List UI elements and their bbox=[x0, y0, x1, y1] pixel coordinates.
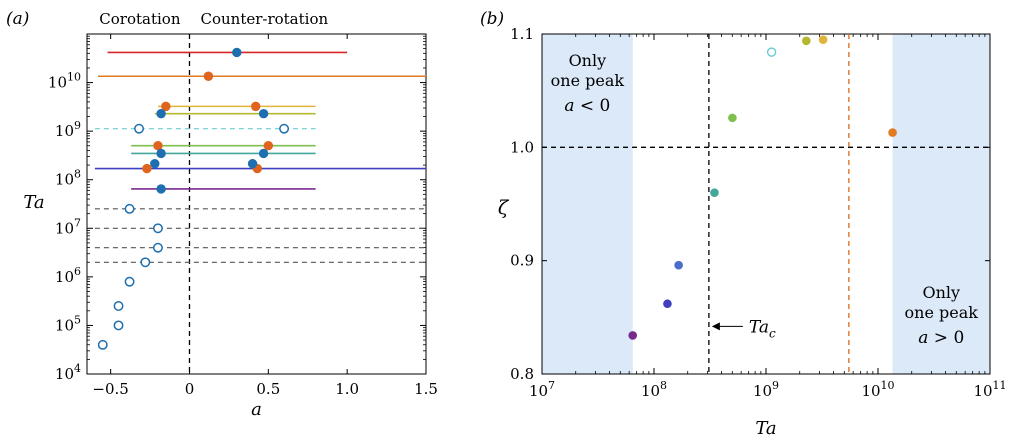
a-peak-orange-point bbox=[251, 101, 261, 112]
a-peak-blue-point bbox=[232, 47, 242, 58]
a-corotation-label: Corotation bbox=[99, 10, 181, 28]
a-peak-open-point bbox=[124, 276, 135, 287]
a-y-tick-label: 104 bbox=[55, 362, 81, 383]
a-x-axis-label: a bbox=[251, 399, 262, 420]
a-y-tick-label: 109 bbox=[55, 119, 81, 140]
b-data-point bbox=[663, 299, 672, 309]
panel-b-label: (b) bbox=[480, 9, 504, 29]
b-y-tick-label: 0.8 bbox=[510, 365, 534, 383]
a-peak-blue-point bbox=[247, 158, 258, 169]
a-peak-blue-point bbox=[258, 108, 269, 119]
a-x-tick-label: 1.5 bbox=[414, 380, 438, 398]
panel-a-label: (a) bbox=[6, 9, 29, 29]
a-peak-blue-point bbox=[156, 184, 166, 194]
b-x-tick-label: 108 bbox=[641, 379, 667, 400]
a-peak-open-point bbox=[124, 203, 135, 214]
b-ta-c-label: Tac bbox=[749, 317, 776, 340]
b-data-point bbox=[628, 331, 638, 340]
a-y-tick-label: 106 bbox=[55, 265, 81, 286]
b-data-point bbox=[710, 188, 719, 197]
a-peak-blue-point bbox=[258, 148, 269, 159]
b-region-label-line2: one peak bbox=[551, 71, 625, 90]
b-shaded-region bbox=[892, 34, 990, 374]
b-data-point bbox=[728, 113, 737, 123]
b-x-axis-label: Ta bbox=[755, 418, 776, 439]
b-data-point bbox=[888, 128, 897, 137]
b-region-label-condition: a > 0 bbox=[918, 328, 964, 348]
panel-a-frame bbox=[86, 33, 427, 375]
b-y-tick-label: 1.1 bbox=[510, 25, 534, 43]
a-x-tick-label: 0 bbox=[185, 380, 195, 398]
b-data-point-open bbox=[766, 47, 777, 57]
b-shaded-region bbox=[542, 34, 633, 374]
a-peak-orange-point bbox=[263, 141, 274, 151]
panel-a: (a) −0.5 0 0.5 1.0 1.5 104 105 106 107 108 109 1010… bbox=[6, 9, 438, 420]
a-y-axis-label: Ta bbox=[23, 192, 44, 213]
a-peak-orange-point bbox=[153, 141, 163, 151]
a-peak-open-point bbox=[153, 242, 163, 253]
a-y-tick-label: 1010 bbox=[48, 71, 81, 92]
a-peak-open-point bbox=[134, 123, 144, 134]
b-ta-c-arrowhead bbox=[711, 322, 720, 331]
a-peak-blue-point bbox=[156, 148, 166, 159]
a-x-tick-label: 1.0 bbox=[335, 380, 359, 398]
a-counter-rotation-label: Counter-rotation bbox=[200, 10, 328, 28]
a-peak-open-point bbox=[279, 123, 290, 134]
b-y-axis-label: ζ bbox=[498, 197, 510, 219]
a-peak-orange-point bbox=[203, 71, 214, 81]
a-peak-open-point bbox=[113, 301, 124, 311]
b-region-label-line1: Only bbox=[922, 283, 960, 302]
a-peak-blue-point bbox=[156, 108, 166, 119]
a-peak-open-point bbox=[153, 223, 163, 234]
b-x-tick-label: 1010 bbox=[861, 379, 894, 400]
a-peak-orange-point bbox=[142, 163, 152, 174]
b-data-point bbox=[802, 36, 811, 46]
b-region-label-line1: Only bbox=[569, 51, 607, 70]
b-y-tick-label: 0.9 bbox=[510, 252, 534, 270]
a-y-tick-label: 105 bbox=[55, 313, 81, 334]
b-y-tick-label: 1.0 bbox=[510, 138, 534, 156]
a-peak-orange-point bbox=[161, 101, 171, 112]
a-y-tick-label: 108 bbox=[55, 168, 81, 189]
b-region-label-line2: one peak bbox=[905, 303, 979, 322]
a-peak-open-point bbox=[140, 257, 151, 268]
b-x-tick-label: 1011 bbox=[973, 379, 1006, 400]
b-x-tick-label: 109 bbox=[753, 379, 779, 400]
a-peak-open-point bbox=[113, 320, 124, 331]
b-data-point bbox=[674, 260, 683, 270]
b-data-point bbox=[818, 35, 828, 44]
b-x-tick-label: 107 bbox=[529, 379, 555, 400]
b-region-label-condition: a < 0 bbox=[564, 96, 610, 116]
a-y-tick-label: 107 bbox=[55, 216, 81, 237]
a-x-tick-label: −0.5 bbox=[92, 380, 128, 398]
a-x-tick-label: 0.5 bbox=[256, 380, 280, 398]
a-peak-blue-point bbox=[150, 158, 160, 169]
a-peak-open-point bbox=[97, 339, 108, 350]
